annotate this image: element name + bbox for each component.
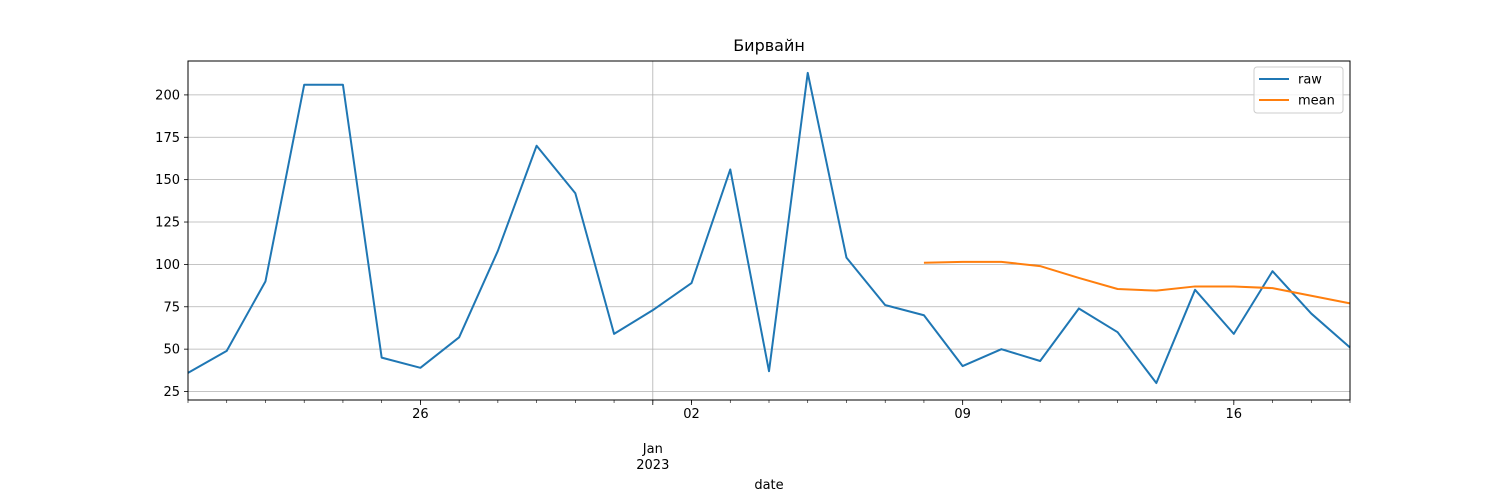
x-tick-label: 09 <box>954 407 971 422</box>
legend: raw mean <box>1253 66 1344 114</box>
y-tick-label: 200 <box>155 88 180 103</box>
legend-label-mean: mean <box>1298 94 1335 109</box>
series-line-mean <box>923 260 1351 305</box>
x-tick-label: 26 <box>412 407 429 422</box>
y-tick-label: 125 <box>155 216 180 231</box>
y-tick-label: 100 <box>155 258 180 273</box>
x-month-label: Jan <box>642 442 663 457</box>
y-tick-label: 25 <box>163 385 180 400</box>
y-tick-label: 75 <box>163 300 180 315</box>
x-year-label: 2023 <box>636 458 669 473</box>
chart-title: Бирвайн <box>733 36 805 55</box>
y-tick-label: 50 <box>163 343 180 358</box>
x-axis-label: date <box>754 478 783 493</box>
y-tick-label: 175 <box>155 131 180 146</box>
x-tick-label: 16 <box>1226 407 1243 422</box>
legend-label-raw: raw <box>1298 73 1322 88</box>
grid-lines <box>188 61 1350 400</box>
y-tick-label: 150 <box>155 173 180 188</box>
series-line-raw <box>187 71 1351 385</box>
series-lines <box>187 71 1351 385</box>
x-tick-label: 02 <box>683 407 700 422</box>
